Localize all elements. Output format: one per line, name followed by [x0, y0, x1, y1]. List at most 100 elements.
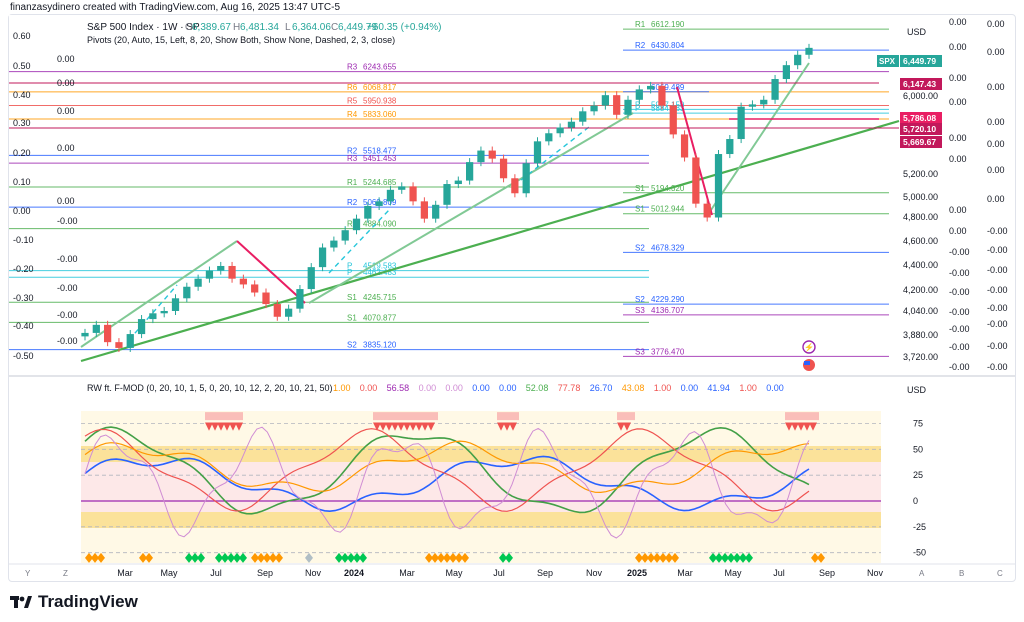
osc-indicator-name: RW ft. F-MOD (0, 20, 10, 1, 5, 0, 20, 10…: [87, 383, 332, 393]
ohlc-key: H: [233, 22, 240, 33]
left-scale-b-label: 0.00: [57, 78, 75, 88]
sell-signal-marker: [385, 422, 393, 431]
signal-diamond: [221, 552, 229, 563]
left-scale-a: 0.60 0.50 0.40 0.30 0.20 0.10 0.00 -0.10 -0.20 -0…: [13, 31, 34, 361]
axis-corner-button[interactable]: B: [959, 569, 964, 578]
right-scale-a-label: -0.00: [949, 307, 970, 317]
time-axis-label: Mar: [117, 568, 133, 578]
dashed-trend-2: [328, 209, 390, 274]
right-scale-a-label: -0.00: [949, 362, 970, 372]
signal-diamond: [505, 552, 513, 563]
sell-signal-marker: [497, 422, 505, 431]
sell-signal-marker: [409, 422, 417, 431]
candle-body: [81, 332, 89, 337]
candle-body: [601, 95, 609, 106]
signal-diamond: [239, 552, 247, 563]
signal-diamond: [353, 552, 361, 563]
signal-diamond: [85, 552, 93, 563]
right-scale-b-label: 0.00: [987, 117, 1005, 127]
osc-series-line: [84, 428, 810, 512]
time-axis-label: May: [724, 568, 742, 578]
time-axis-label: May: [160, 568, 178, 578]
chart-header: S&P 500 Index · 1W · SP O 6,389.67 H 6,481.…: [87, 22, 442, 45]
left-scale-b-label: -0.00: [57, 216, 78, 226]
right-scale-b-label: -0.00: [987, 265, 1008, 275]
sell-signal-marker: [379, 422, 387, 431]
candle-body: [771, 79, 779, 100]
oscillator-lines: [84, 426, 810, 539]
candle-body: [794, 54, 802, 66]
candle-body: [375, 201, 383, 206]
left-scale-a-label: 0.60: [13, 31, 31, 41]
right-scale-a-label: -0.00: [949, 268, 970, 278]
candle-body: [533, 141, 542, 164]
time-axis-label: Mar: [399, 568, 415, 578]
right-scale-a-label: 0.00: [949, 97, 967, 107]
axis-corner-button[interactable]: Y: [25, 569, 31, 578]
chart-frame[interactable]: R1 6612.190 R2 6430.804 R3 6243.655 R6 6068.817…: [8, 14, 1016, 582]
ohlc-value: 6,364.06: [292, 22, 331, 33]
pivot-value: 4229.290: [651, 295, 685, 304]
right-scale-a-label: -0.00: [949, 287, 970, 297]
right-scale-b-label: 0.00: [987, 19, 1005, 29]
osc-value: 0.00: [445, 383, 463, 393]
tradingview-logo[interactable]: TradingView: [10, 592, 138, 612]
pivot-value: 6243.655: [363, 63, 397, 72]
signal-diamond: [811, 552, 819, 563]
left-scale-b-label: -0.00: [57, 336, 78, 346]
osc-series-line: [84, 426, 810, 539]
signal-diamond: [215, 552, 223, 563]
price-tag-value: 5,669.67: [903, 137, 936, 147]
symbol-title: S&P 500 Index · 1W · SP: [87, 22, 200, 33]
signal-diamond: [347, 552, 355, 563]
pivot-value: 4519.583: [363, 262, 397, 271]
candle-body: [590, 105, 598, 112]
zigzag-red-2: [676, 86, 713, 216]
sell-signal-marker: [217, 422, 225, 431]
candle-body: [307, 267, 315, 290]
sell-signal-marker: [509, 422, 517, 431]
time-axis-label: Jul: [493, 568, 505, 578]
time-axis-label: 2024: [344, 568, 364, 578]
candle-body: [352, 218, 361, 231]
signal-diamond: [635, 552, 643, 563]
signal-diamond: [191, 552, 199, 563]
osc-axis-label: 75: [913, 419, 923, 429]
price-pane: R1 6612.190 R2 6430.804 R3 6243.655 R6 6068.817…: [9, 15, 900, 375]
axis-corner-button[interactable]: A: [919, 569, 925, 578]
right-scale-b-label: 0.00: [987, 139, 1005, 149]
pivot-value: 4884.090: [363, 220, 397, 229]
right-scale-b: 0.00 0.00 0.00 0.00 0.00 0.00 0.00 -0.00 -0.00 -0…: [987, 19, 1008, 372]
price-tag-symbol: [877, 55, 899, 67]
osc-value: 1.00: [333, 383, 351, 393]
main-chart[interactable]: R1 6612.190 R2 6430.804 R3 6243.655 R6 6068.817…: [9, 15, 1015, 581]
sell-signal-marker: [415, 422, 423, 431]
candle-body: [613, 95, 621, 115]
pivot-value: 4136.707: [651, 306, 685, 315]
left-scale-b-label: -0.00: [57, 310, 78, 320]
pivot-tag: R1: [347, 178, 358, 187]
candle-body: [726, 139, 734, 155]
flag-stripe-icon: [804, 361, 810, 365]
axis-corner-button[interactable]: Z: [63, 569, 68, 578]
osc-axis-label: -25: [913, 522, 926, 532]
pivot-tag: R1: [635, 20, 646, 29]
candle-body: [432, 204, 440, 219]
candle-body: [760, 99, 768, 105]
right-scale-a: 0.00 0.00 0.00 0.00 0.00 0.00 0.00 0.00 -0.00 -0.…: [949, 17, 970, 372]
left-scale-a-label: -0.50: [13, 351, 34, 361]
price-change: +60.35 (+0.94%): [367, 22, 442, 33]
candle-body: [748, 104, 757, 107]
signal-diamond: [91, 552, 99, 563]
left-scale-a-label: -0.40: [13, 321, 34, 331]
left-scale-a-label: -0.10: [13, 235, 34, 245]
signal-highlight: [617, 412, 635, 421]
signal-diamond: [641, 552, 649, 563]
pivot-tag: S2: [635, 243, 645, 252]
price-axis-label: 4,800.00: [903, 212, 938, 222]
signal-diamond: [275, 552, 283, 563]
left-scale-b-label: -0.00: [57, 254, 78, 264]
candle-body: [149, 313, 157, 320]
event-icons: ⚡: [802, 340, 816, 371]
axis-corner-button[interactable]: C: [997, 569, 1003, 578]
